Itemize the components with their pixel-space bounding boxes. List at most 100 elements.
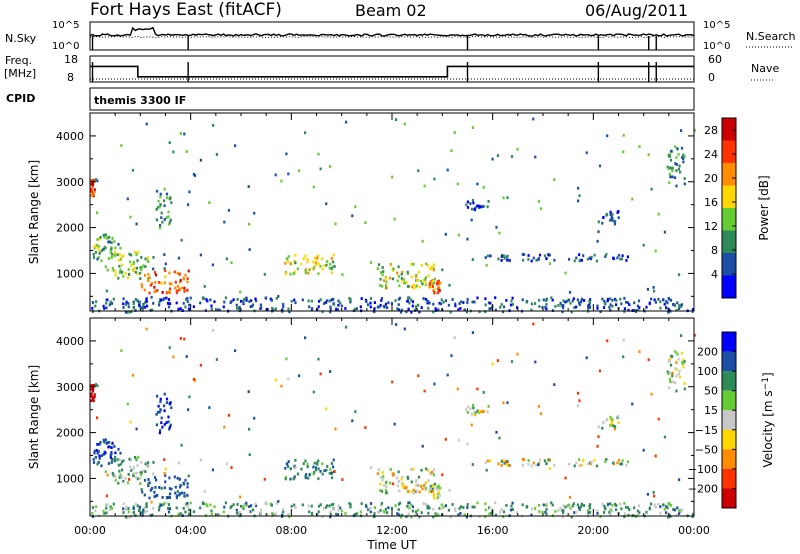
scatter-point [437, 484, 440, 488]
scatter-point [562, 306, 565, 310]
scatter-point [148, 291, 151, 295]
scatter-point [284, 261, 287, 265]
scatter-point [427, 274, 430, 278]
scatter-point [149, 309, 152, 312]
scatter-point [665, 306, 668, 310]
scatter-point [456, 182, 459, 186]
scatter-point [604, 460, 607, 463]
scatter-point [426, 469, 429, 472]
scatter-point [215, 153, 218, 156]
scatter-point [122, 297, 125, 301]
scatter-point [605, 213, 609, 216]
scatter-point [470, 218, 473, 222]
scatter-point [324, 301, 328, 304]
scatter-point [137, 300, 140, 304]
scatter-point [336, 308, 340, 311]
scatter-point [208, 201, 211, 204]
scatter-point [334, 427, 337, 431]
scatter-point [667, 515, 670, 519]
date-label: 06/Aug/2011 [585, 1, 688, 20]
scatter-point [95, 300, 98, 304]
scatter-point [373, 301, 376, 304]
scatter-point [485, 468, 488, 472]
scatter-point [355, 307, 358, 311]
scatter-point [412, 283, 415, 287]
scatter-point [412, 262, 415, 266]
scatter-point [424, 502, 428, 506]
scatter-point [203, 490, 206, 493]
scatter-point [500, 259, 503, 262]
scatter-point [665, 511, 668, 515]
scatter-point [553, 178, 556, 181]
scatter-point [161, 496, 164, 499]
scatter-point [484, 297, 487, 301]
scatter-point [557, 304, 560, 307]
scatter-point [597, 230, 600, 234]
scatter-point [306, 465, 309, 469]
scatter-point [183, 132, 186, 136]
scatter-point [102, 233, 105, 237]
scatter-point [476, 204, 479, 208]
scatter-point [316, 308, 319, 311]
scatter-point [559, 302, 562, 305]
scatter-point [154, 281, 157, 284]
scatter-point [280, 513, 284, 517]
scatter-point [691, 308, 695, 311]
scatter-point [324, 506, 328, 509]
scatter-point [458, 302, 461, 305]
scatter-point [354, 205, 357, 209]
scatter-point [566, 299, 569, 303]
scatter-point [135, 222, 138, 226]
scatter-point [286, 260, 290, 263]
scatter-point [429, 484, 432, 488]
scatter-point [471, 331, 474, 334]
scatter-point [437, 282, 440, 286]
scatter-point [172, 355, 175, 359]
scatter-point [143, 288, 146, 292]
scatter-point [187, 408, 190, 412]
scatter-point [625, 300, 628, 304]
scatter-point [135, 252, 138, 256]
scatter-point [668, 155, 671, 158]
scatter-point [302, 462, 305, 465]
scatter-point [466, 298, 469, 301]
scatter-point [675, 389, 678, 393]
scatter-point [545, 504, 548, 507]
scatter-point [153, 490, 156, 494]
scatter-point [611, 304, 614, 308]
scatter-point [424, 486, 427, 490]
scatter-point [139, 511, 142, 515]
scatter-point [170, 201, 173, 205]
scatter-point [410, 262, 413, 266]
cpid-label: CPID [6, 92, 35, 105]
scatter-point [408, 506, 411, 510]
scatter-point [364, 503, 368, 507]
scatter-point [186, 300, 189, 303]
scatter-point [178, 493, 181, 497]
scatter-point [109, 251, 112, 255]
scatter-point [522, 463, 525, 467]
scatter-point [469, 202, 472, 205]
scatter-point [369, 297, 373, 300]
scatter-point [158, 205, 161, 209]
y-tick-label: 4000 [56, 130, 84, 143]
scatter-point [411, 509, 414, 513]
scatter-point [147, 461, 150, 464]
scatter-point [436, 291, 439, 295]
scatter-point [168, 220, 171, 224]
scatter-point [666, 301, 669, 305]
scatter-point [622, 355, 625, 359]
scatter-point [379, 476, 383, 479]
scatter-point [319, 469, 322, 473]
scatter-point [471, 463, 474, 466]
scatter-point [604, 255, 607, 258]
scatter-point [429, 472, 432, 476]
scatter-point [428, 301, 431, 305]
scatter-point [617, 421, 620, 425]
scatter-point [126, 197, 129, 201]
scatter-point [456, 387, 459, 391]
scatter-point [334, 222, 337, 226]
scatter-point [168, 487, 171, 490]
scatter-point [454, 302, 457, 306]
